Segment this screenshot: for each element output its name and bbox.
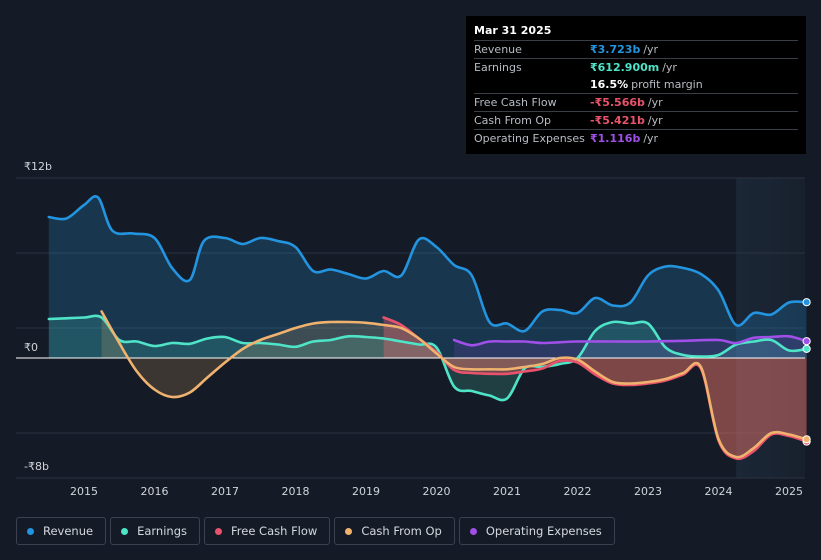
tooltip: Mar 31 2025 Revenue ₹3.723b/yr Earnings ₹61… xyxy=(466,16,806,154)
tooltip-row-value: -₹5.421b xyxy=(590,114,645,127)
tooltip-row-label: Operating Expenses xyxy=(474,132,585,145)
revenue-end-marker xyxy=(802,298,811,307)
series-lines xyxy=(47,195,808,461)
tooltip-row-unit: /yr xyxy=(647,96,663,109)
tooltip-row-unit: /yr xyxy=(647,114,663,127)
tooltip-row-label: Revenue xyxy=(474,43,522,56)
tooltip-row-value: -₹5.566b xyxy=(590,96,645,109)
revenue-line xyxy=(47,195,808,333)
x-tick-label: 2019 xyxy=(352,485,380,498)
earnings-end-marker xyxy=(802,344,811,353)
tooltip-row-label: Free Cash Flow xyxy=(474,96,557,109)
opex-line xyxy=(452,334,808,347)
legend-label: Cash From Op xyxy=(361,524,442,538)
cfo-area xyxy=(101,311,807,458)
legend-label: Operating Expenses xyxy=(485,524,602,538)
legend-item-earnings[interactable]: Earnings xyxy=(110,517,200,545)
x-tick-label: 2021 xyxy=(493,485,521,498)
tooltip-row-value: ₹3.723b xyxy=(590,43,641,56)
tooltip-row-label: Earnings xyxy=(474,61,522,74)
legend-label: Earnings xyxy=(137,524,187,538)
x-tick-label: 2023 xyxy=(634,485,662,498)
tooltip-row: Cash From Op -₹5.421b/yr xyxy=(474,111,798,129)
legend-item-revenue[interactable]: Revenue xyxy=(16,517,107,545)
legend-item-cash-from-op[interactable]: Cash From Op xyxy=(334,517,455,545)
legend: Revenue Earnings Free Cash Flow Cash From O… xyxy=(16,517,615,547)
tooltip-date: Mar 31 2025 xyxy=(474,24,552,37)
fcf-line xyxy=(382,316,808,461)
tooltip-row-value: ₹1.116b xyxy=(590,132,641,145)
legend-item-operating-expenses[interactable]: Operating Expenses xyxy=(458,517,615,545)
legend-dot-icon xyxy=(121,527,129,535)
x-tick-label: 2025 xyxy=(775,485,803,498)
series-end-markers xyxy=(802,298,811,446)
x-tick-label: 2020 xyxy=(423,485,451,498)
x-tick-label: 2024 xyxy=(705,485,733,498)
tooltip-row-label: Cash From Op xyxy=(474,114,552,127)
x-tick-label: 2016 xyxy=(141,485,169,498)
cfo-line xyxy=(100,310,808,459)
legend-dot-icon xyxy=(469,527,477,535)
legend-dot-icon xyxy=(215,527,222,535)
y-tick-label: ₹0 xyxy=(24,341,38,354)
tooltip-row: Revenue ₹3.723b/yr xyxy=(474,40,798,58)
x-axis-ticks: 2015 2016 2017 2018 2019 2020 2021 2022 2023 2024… xyxy=(70,485,803,498)
tooltip-row-unit: /yr xyxy=(643,132,659,145)
cfo-end-marker xyxy=(802,435,811,444)
y-tick-label: ₹12b xyxy=(24,160,52,173)
x-tick-label: 2022 xyxy=(564,485,592,498)
legend-item-free-cash-flow[interactable]: Free Cash Flow xyxy=(204,517,331,545)
legend-label: Free Cash Flow xyxy=(231,524,318,538)
tooltip-row: 16.5% profit margin xyxy=(474,76,798,93)
x-tick-label: 2017 xyxy=(211,485,239,498)
tooltip-row-value: 16.5% xyxy=(590,78,629,91)
tooltip-row: Operating Expenses ₹1.116b/yr xyxy=(474,129,798,147)
legend-label: Revenue xyxy=(43,524,94,538)
legend-dot-icon xyxy=(345,527,353,535)
tooltip-row: Earnings ₹612.900m/yr xyxy=(474,58,798,76)
y-tick-label: -₹8b xyxy=(24,460,49,473)
revenue-area xyxy=(48,196,807,358)
x-tick-label: 2015 xyxy=(70,485,98,498)
tooltip-row-unit: profit margin xyxy=(631,78,703,91)
x-tick-label: 2018 xyxy=(282,485,310,498)
y-axis-ticks: ₹12b ₹0 -₹8b xyxy=(24,160,52,473)
tooltip-row-unit: /yr xyxy=(643,43,659,56)
tooltip-row: Free Cash Flow -₹5.566b/yr xyxy=(474,93,798,111)
opex-area xyxy=(454,336,807,358)
chart: ₹12b₹0-₹8b 2015 2016 2017 2018 2019 2020 2021 2… xyxy=(16,160,811,498)
legend-dot-icon xyxy=(27,527,34,535)
opex-end-marker xyxy=(802,337,811,346)
tooltip-rows: Revenue ₹3.723b/yr Earnings ₹612.900m/yr 16.… xyxy=(474,40,798,147)
tooltip-row-unit: /yr xyxy=(662,61,677,74)
tooltip-row-value: ₹612.900m xyxy=(590,61,660,74)
series-areas xyxy=(48,196,807,459)
fcf-area xyxy=(383,317,807,459)
